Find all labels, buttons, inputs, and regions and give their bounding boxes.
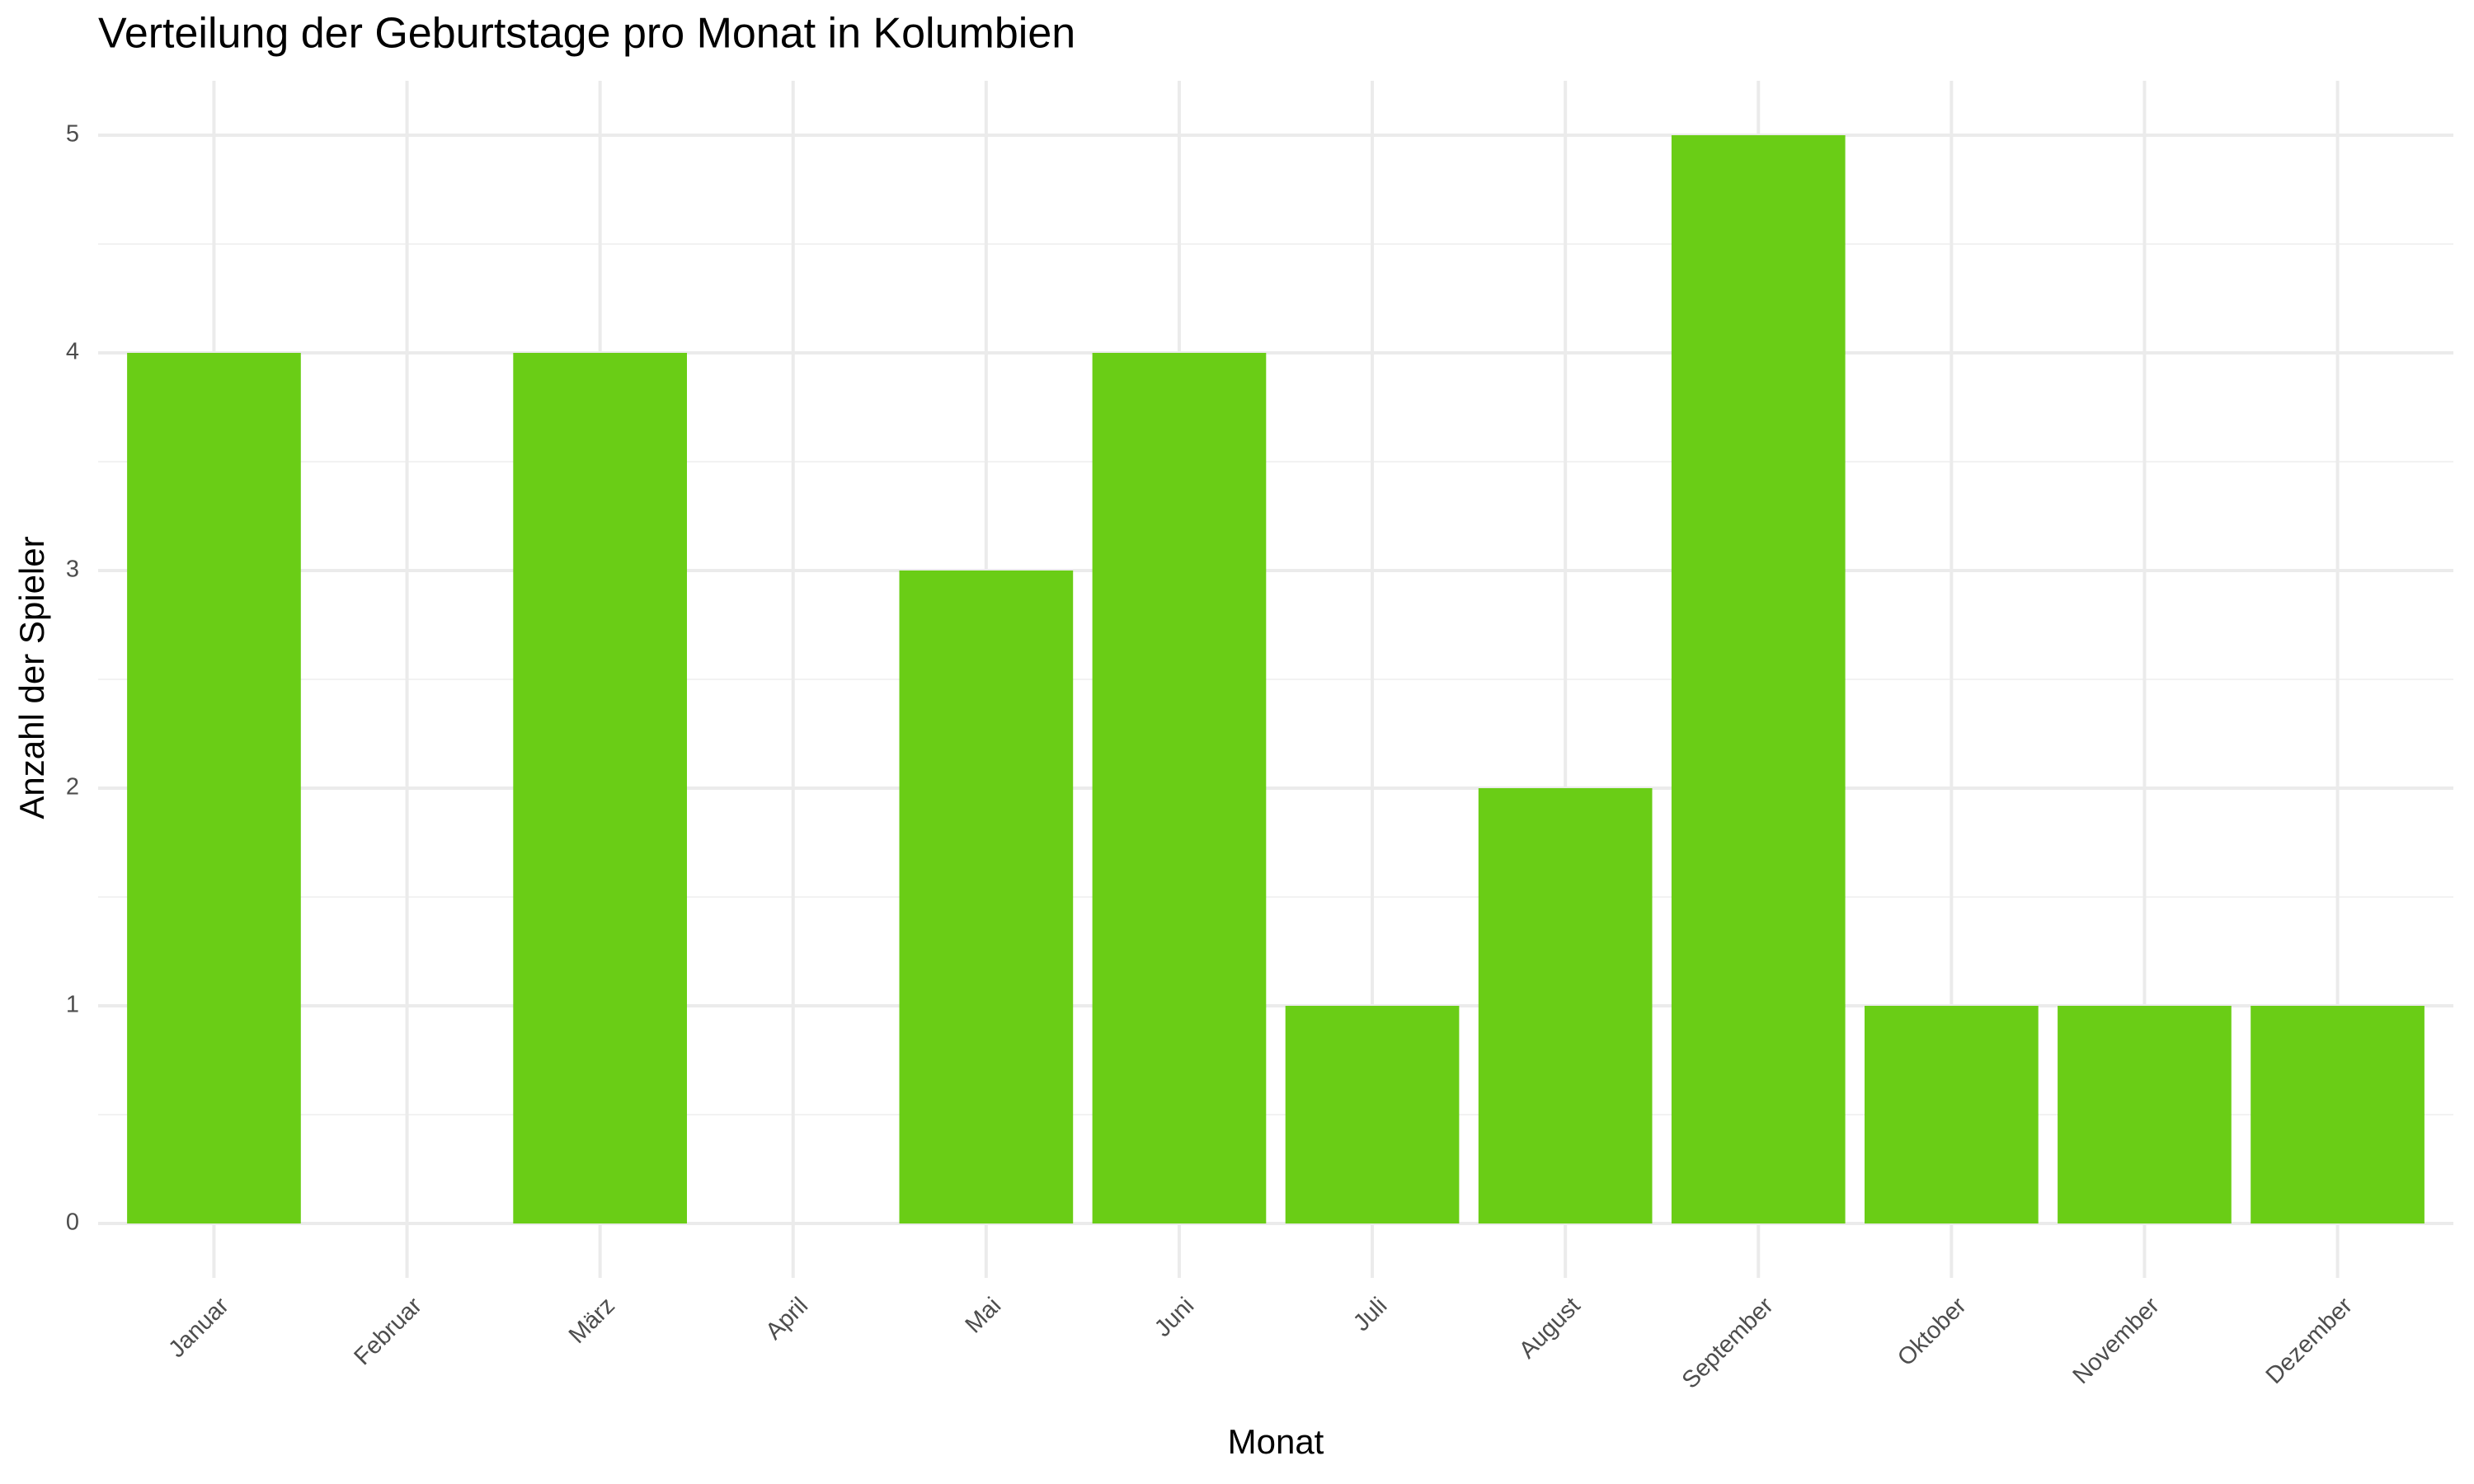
x-tick-label: August xyxy=(1514,1293,1585,1364)
y-tick-label: 0 xyxy=(66,1209,79,1236)
x-tick-label: Mai xyxy=(961,1293,1007,1339)
y-tick-label: 1 xyxy=(66,992,79,1018)
bar xyxy=(1671,135,1846,1223)
bar xyxy=(1285,1006,1460,1223)
x-tick-label: April xyxy=(760,1293,813,1345)
x-tick-label: Dezember xyxy=(2261,1293,2358,1389)
x-tick-label: Februar xyxy=(349,1292,427,1370)
x-tick-label: Juni xyxy=(1150,1293,1199,1342)
chart-title: Verteilung der Geburtstage pro Monat in … xyxy=(98,10,1075,58)
x-tick-label: März xyxy=(564,1293,620,1349)
x-tick-label: Januar xyxy=(163,1292,234,1363)
bar xyxy=(1865,1006,2039,1223)
y-axis-title: Anzahl der Spieler xyxy=(12,536,51,819)
x-tick-label: Juli xyxy=(1348,1293,1392,1336)
x-tick-label: November xyxy=(2068,1293,2165,1389)
bar xyxy=(2251,1006,2425,1223)
x-tick-label: September xyxy=(1677,1292,1779,1393)
x-axis-title: Monat xyxy=(1228,1422,1324,1461)
bar xyxy=(1092,353,1267,1223)
y-tick-label: 4 xyxy=(66,339,79,365)
bar xyxy=(1478,788,1653,1223)
bar xyxy=(2058,1006,2232,1223)
bar xyxy=(899,571,1074,1223)
y-tick-label: 3 xyxy=(66,556,79,583)
y-tick-label: 2 xyxy=(66,774,79,801)
y-tick-label: 5 xyxy=(66,121,79,148)
bar xyxy=(513,353,687,1223)
x-tick-label: Oktober xyxy=(1893,1293,1972,1372)
bar xyxy=(127,353,301,1223)
